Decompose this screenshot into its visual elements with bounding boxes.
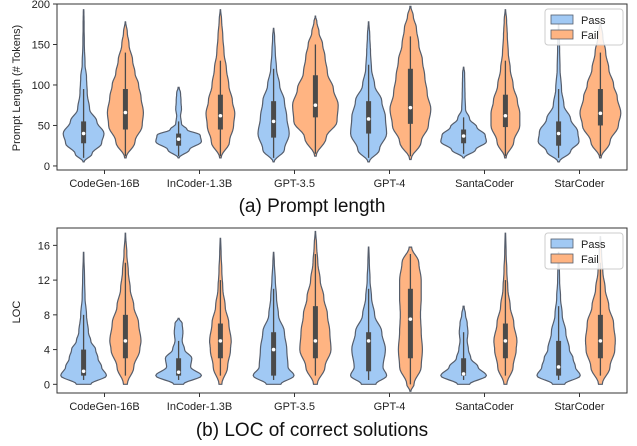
- prompt-violin-fail-starcoder-box: [597, 89, 603, 126]
- loc-violin-fail-santacoder-median: [503, 339, 508, 343]
- prompt-x-tick-label: GPT-3.5: [274, 178, 315, 190]
- prompt-x-tick-label: GPT-4: [374, 178, 406, 190]
- prompt-violin-fail-gpt-4-median: [408, 105, 413, 110]
- loc-x-tick-label: InCoder-1.3B: [167, 401, 232, 413]
- caption-prompt-length: (a) Prompt length: [239, 196, 386, 217]
- prompt-x-tick-label: InCoder-1.3B: [167, 178, 232, 190]
- loc-violin-pass-gpt-4-median: [366, 339, 371, 343]
- prompt-violin-pass-gpt-3-5-median: [271, 119, 276, 124]
- prompt-violin-fail-starcoder-median: [598, 111, 603, 116]
- plot-area-loc: 0 4 8 12 16 CodeGen-16B InCoder-1.3B GPT-3.5 GPT…: [38, 227, 628, 413]
- prompt-violin-pass-gpt-3-5-box: [271, 101, 277, 138]
- loc-x-tick-label: SantaCoder: [455, 401, 514, 413]
- loc-violin-pass-gpt-4-box: [366, 332, 372, 372]
- y-axis-label-prompt-length: Prompt Length (# Tokens): [11, 25, 23, 151]
- panel-prompt-length: 0 50 100 150 200 CodeGen-16B InCoder-1.3B GPT-3…: [11, 0, 628, 217]
- prompt-violin-fail-gpt-4-box: [407, 68, 413, 124]
- prompt-legend-swatch-pass: [550, 14, 574, 25]
- loc-legend-label-pass: Pass: [581, 239, 606, 251]
- prompt-violin-pass-gpt-4-median: [366, 117, 371, 121]
- prompt-legend-swatch-fail: [550, 29, 574, 40]
- prompt-x-tick-label: SantaCoder: [455, 178, 514, 190]
- loc-violin-pass-incoder-1-3b-median: [176, 370, 181, 374]
- loc-y-tick-label: 0: [44, 379, 50, 391]
- loc-violin-pass-codegen-16b-box: [81, 349, 87, 376]
- loc-violin-fail-gpt-4-median: [408, 317, 413, 321]
- prompt-violin-pass-codegen-16b: [62, 9, 105, 163]
- loc-violin-pass-starcoder-median: [556, 365, 561, 369]
- loc-violin-pass-starcoder-box: [556, 340, 562, 376]
- loc-y-tick-label: 8: [44, 310, 50, 322]
- prompt-violin-fail-codegen-16b-box: [122, 89, 128, 130]
- prompt-violin-fail-gpt-3-5-median: [313, 103, 318, 108]
- loc-y-tick-label: 12: [38, 275, 50, 287]
- loc-violin-fail-gpt-3-5-median: [313, 339, 318, 343]
- loc-legend-swatch-fail: [550, 253, 574, 264]
- loc-violin-pass-santacoder-box: [461, 358, 467, 376]
- prompt-y-tick-label: 100: [32, 80, 50, 92]
- prompt-legend: Pass Fail: [544, 8, 624, 46]
- prompt-x-tick-label: CodeGen-16B: [69, 178, 139, 190]
- prompt-violin-fail-incoder-1-3b-box: [217, 94, 223, 130]
- loc-violin-fail-codegen-16b-box: [122, 314, 128, 359]
- prompt-y-tick-label: 0: [44, 161, 50, 173]
- loc-legend: Pass Fail: [544, 232, 624, 270]
- prompt-violin-pass-santacoder: [440, 66, 488, 159]
- loc-x-tick-label: CodeGen-16B: [69, 401, 139, 413]
- prompt-y-tick-label: 50: [38, 120, 50, 132]
- loc-x-tick-label: GPT-3.5: [274, 401, 315, 413]
- panel-loc: 0 4 8 12 16 CodeGen-16B InCoder-1.3B GPT-3.5 GPT…: [11, 227, 628, 441]
- prompt-violin-fail-incoder-1-3b-median: [218, 113, 223, 118]
- loc-violin-fail-codegen-16b-median: [123, 339, 128, 343]
- loc-legend-label-fail: Fail: [581, 254, 599, 266]
- loc-violin-pass-codegen-16b-median: [81, 369, 86, 374]
- prompt-x-tick-label: StarCoder: [554, 178, 604, 190]
- loc-violin-fail-gpt-3-5-box: [312, 306, 318, 359]
- loc-violin-fail-starcoder-box: [597, 314, 603, 359]
- prompt-violin-fail-codegen-16b-median: [123, 110, 128, 115]
- loc-legend-swatch-pass: [550, 238, 574, 249]
- loc-y-tick-label: 16: [38, 240, 50, 252]
- loc-violin-fail-starcoder-median: [598, 339, 603, 343]
- plot-area-prompt-length: 0 50 100 150 200 CodeGen-16B InCoder-1.3B GPT-3…: [32, 0, 628, 190]
- loc-violin-fail-gpt-4-box: [407, 288, 413, 359]
- loc-violin-fail-incoder-1-3b-median: [218, 339, 223, 343]
- prompt-violin-fail-gpt-3-5-box: [312, 75, 318, 118]
- prompt-y-tick-label: 150: [32, 39, 50, 51]
- prompt-violin-pass-santacoder-median: [461, 134, 466, 138]
- loc-y-tick-label: 4: [44, 345, 50, 357]
- loc-plot-frame: [56, 227, 628, 394]
- prompt-violin-fail-santacoder-box: [502, 94, 508, 128]
- prompt-y-tick-label: 200: [32, 0, 50, 11]
- loc-violin-pass-gpt-3-5-box: [271, 332, 277, 376]
- loc-x-tick-label: StarCoder: [554, 401, 604, 413]
- prompt-violin-pass-incoder-1-3b-median: [176, 137, 181, 142]
- loc-violin-pass-santacoder-median: [461, 372, 466, 376]
- prompt-violin-pass-codegen-16b-median: [81, 131, 86, 136]
- prompt-violin-fail-santacoder-median: [503, 113, 508, 118]
- prompt-legend-label-pass: Pass: [581, 15, 606, 27]
- loc-violin-pass-incoder-1-3b-box: [176, 358, 182, 376]
- caption-loc: (b) LOC of correct solutions: [196, 420, 428, 441]
- y-axis-label-loc: LOC: [11, 301, 23, 324]
- prompt-plot-frame: [56, 3, 628, 171]
- loc-x-tick-label: GPT-4: [374, 401, 406, 413]
- prompt-violin-pass-starcoder-median: [556, 131, 561, 136]
- prompt-legend-label-fail: Fail: [581, 30, 599, 42]
- loc-violin-pass-gpt-3-5-median: [271, 347, 276, 352]
